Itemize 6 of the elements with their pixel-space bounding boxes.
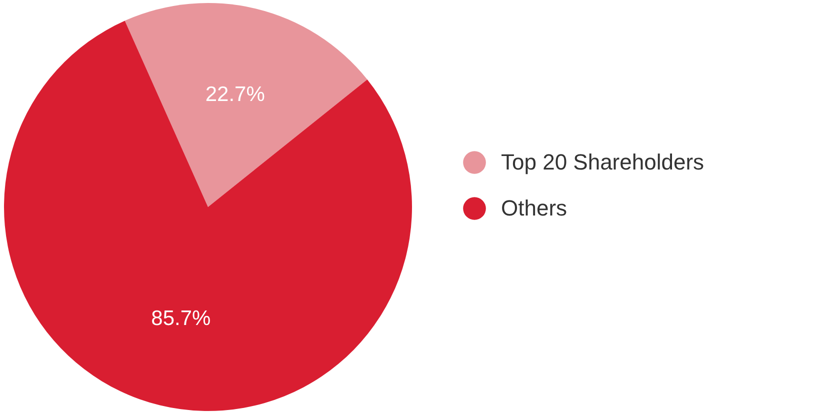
legend-label: Top 20 Shareholders bbox=[501, 150, 704, 174]
legend-label: Others bbox=[501, 196, 568, 220]
pie-slice bbox=[4, 20, 412, 411]
pie-slice bbox=[124, 3, 368, 207]
data-label: 22.7% bbox=[205, 83, 265, 106]
data-label: 85.7% bbox=[151, 306, 211, 330]
